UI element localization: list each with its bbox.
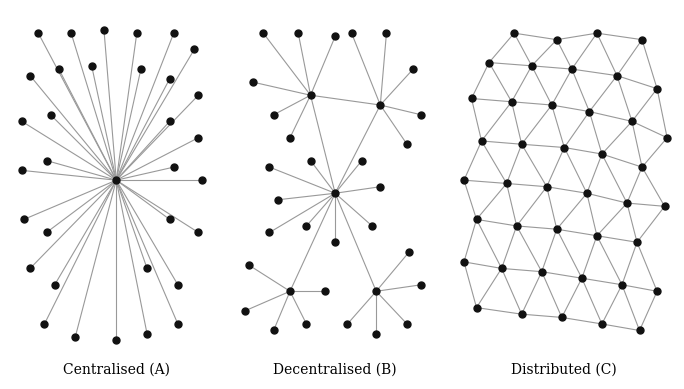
Text: Decentralised (B): Decentralised (B): [274, 363, 397, 377]
Text: Centralised (A): Centralised (A): [63, 363, 170, 377]
Text: Distributed (C): Distributed (C): [512, 363, 617, 377]
